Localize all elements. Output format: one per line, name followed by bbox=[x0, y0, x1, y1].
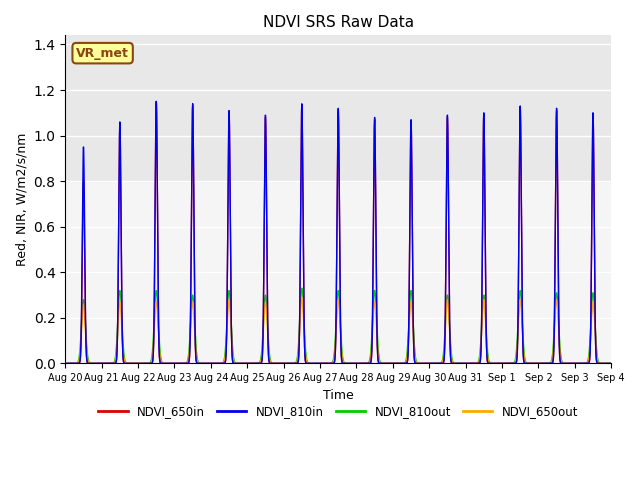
Legend: NDVI_650in, NDVI_810in, NDVI_810out, NDVI_650out: NDVI_650in, NDVI_810in, NDVI_810out, NDV… bbox=[93, 401, 583, 423]
Y-axis label: Red, NIR, W/m2/s/nm: Red, NIR, W/m2/s/nm bbox=[15, 132, 28, 266]
X-axis label: Time: Time bbox=[323, 389, 354, 402]
Text: VR_met: VR_met bbox=[76, 47, 129, 60]
Bar bbox=[65, 36, 611, 181]
Title: NDVI SRS Raw Data: NDVI SRS Raw Data bbox=[262, 15, 414, 30]
